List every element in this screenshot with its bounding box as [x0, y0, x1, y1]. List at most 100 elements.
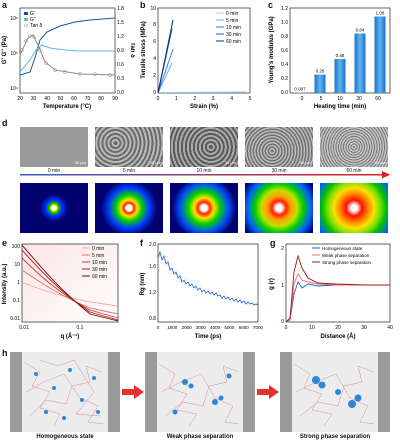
saxs-0min-line	[21, 281, 119, 307]
tick: 10⁴	[10, 86, 18, 92]
tick: 0.01	[10, 316, 20, 322]
tick: 1.5	[117, 20, 124, 26]
sem-image-60min: 30 μm	[320, 127, 388, 167]
tick: 90	[112, 96, 118, 102]
tick: 1000	[167, 325, 178, 330]
legend-homogeneous: Homogeneous state	[322, 246, 363, 251]
tick: 10	[309, 325, 315, 331]
tick: 3000	[196, 325, 207, 330]
scalebar-label: 30 μm	[149, 160, 161, 165]
saxs-30min-line	[21, 249, 119, 321]
tan-delta-line	[19, 34, 116, 76]
tick: 6	[153, 39, 156, 45]
panel-f-x-ticks: 0 1000 2000 3000 4000 5000 6000 7000	[157, 325, 264, 330]
panel-a-ylabel-left: G' G'' (Pa)	[2, 36, 8, 64]
tick: 3	[212, 96, 215, 102]
saxs-pattern-0min	[20, 183, 88, 233]
tick: 4000	[210, 325, 221, 330]
panel-f-ylabel: Rg (nm)	[140, 273, 146, 296]
panel-c-x-ticks: 0 5 10 30 60	[301, 96, 381, 102]
g-double-prime-line	[19, 44, 115, 73]
rg-line	[157, 250, 259, 306]
tick: 2	[153, 73, 156, 79]
tick: 1.2	[281, 6, 288, 12]
caption-weak: Weak phase separation	[166, 434, 234, 440]
panel-label-c: c	[268, 0, 274, 10]
panel-a-y-right-ticks: 0.0 0.3 0.6 0.9 1.2 1.5 1.8	[117, 6, 124, 96]
saxs-pattern-5min	[95, 183, 163, 233]
tick: 50	[58, 96, 64, 102]
legend-30min: 30 min	[92, 267, 107, 273]
tick: 0.4	[281, 62, 288, 68]
tick: 1.6	[149, 264, 156, 270]
md-snapshot-homogeneous	[10, 352, 120, 432]
panel-f-chart: 0 1000 2000 3000 4000 5000 6000 7000 0.8…	[140, 242, 264, 340]
legend-0min: 0 min	[92, 246, 104, 252]
panel-a-x-ticks: 20 30 40 50 60 70 80 90	[17, 96, 118, 102]
bar-value-label: 0.84	[356, 28, 365, 33]
md-snapshot-weak	[145, 352, 255, 432]
legend-tan-delta: Tan δ	[30, 23, 42, 29]
tick: 0.8	[281, 34, 288, 40]
tick: 5000	[224, 325, 235, 330]
sem-image-0min: 30 μm	[20, 127, 88, 167]
tick: 10⁶	[10, 16, 18, 22]
tick: 30	[356, 96, 362, 102]
panel-f-xlabel: Time (ps)	[195, 334, 222, 340]
bar	[294, 92, 306, 94]
saxs-pattern-30min	[245, 183, 313, 233]
tick: 0	[285, 325, 288, 331]
tick: 10	[337, 96, 343, 102]
time-label-5min: 5 min	[122, 168, 136, 174]
tick: 10⁵	[10, 51, 18, 57]
panel-label-h: h	[2, 348, 8, 358]
panel-e-y-ticks: 0.01 0.1 1 10 100	[10, 244, 20, 322]
panel-b-chart: 0 1 2 3 4 5 0 2 4 6 8 10 Strain (%) Tens…	[141, 6, 252, 110]
tick: 0.2	[281, 76, 288, 82]
tick: 40	[44, 96, 50, 102]
stress-0min	[157, 91, 247, 93]
tick: 40	[387, 325, 393, 331]
panel-b-xlabel: Strain (%)	[190, 104, 218, 110]
tick: 0	[157, 325, 160, 330]
sem-image-10min: 30 μm	[170, 127, 238, 167]
tick: 5	[320, 96, 323, 102]
tick: 0.1	[77, 325, 84, 331]
scalebar-label: 30 μm	[74, 160, 86, 165]
legend-60min: 60 min	[226, 39, 241, 45]
tick: 30	[31, 96, 37, 102]
tick: 8	[153, 22, 156, 28]
legend-10min: 10 min	[92, 260, 107, 266]
legend-60min: 60 min	[92, 274, 107, 280]
panel-label-e: e	[2, 238, 8, 248]
saxs-60min-line	[21, 244, 119, 322]
tick: 20	[335, 325, 341, 331]
rdf-homogeneous-line	[285, 280, 390, 323]
tick: 80	[98, 96, 104, 102]
arrow-right-icon	[257, 385, 279, 399]
arrow-right-icon	[122, 385, 144, 399]
panel-e-ylabel: Intensity (a.u.)	[2, 264, 8, 305]
tick: 0	[301, 96, 304, 102]
panel-g-legend: Homogeneous state Weak phase separation …	[312, 246, 372, 265]
panel-label-a: a	[2, 0, 8, 10]
tick: 2	[281, 246, 284, 252]
panel-b-x-ticks: 0 1 2 3 4 5	[157, 96, 252, 102]
panel-label-d: d	[2, 118, 8, 128]
rdf-strong-line	[285, 254, 390, 323]
tick: 0.01	[19, 325, 29, 331]
bar-value-label: 1.08	[376, 11, 385, 16]
tick: 20	[17, 96, 23, 102]
bar-value-label: 0.48	[336, 53, 345, 58]
tick: 0.0	[117, 90, 124, 96]
caption-homogeneous: Homogeneous state	[36, 434, 94, 440]
panel-b-legend: 0 min 5 min 10 min 30 min 60 min	[216, 11, 241, 45]
panel-a-chart: 20 30 40 50 60 70 80 90 10⁴ 10⁵ 10⁶ 0.0 …	[2, 6, 135, 110]
legend-5min: 5 min	[92, 253, 104, 259]
tick: 2000	[182, 325, 193, 330]
panel-f-y-ticks: 0.8 1.2 1.6 2.0	[149, 242, 156, 322]
tick: 2	[193, 96, 196, 102]
tick: 0.6	[117, 62, 124, 68]
tick: 1.8	[117, 6, 124, 12]
panel-e-xlabel: q (Å⁻¹)	[61, 333, 80, 340]
